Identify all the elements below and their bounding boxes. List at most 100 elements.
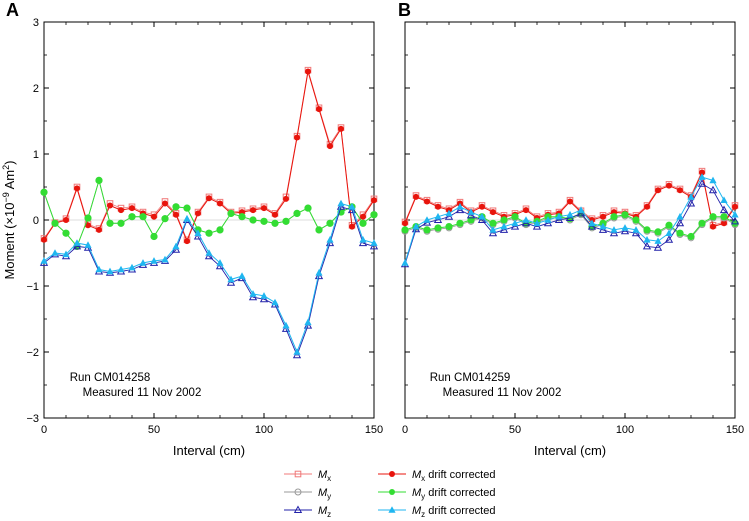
y-tick-label: 0 — [33, 215, 39, 227]
data-point-mz — [73, 239, 81, 246]
y-tick-label: −3 — [26, 413, 39, 425]
data-point-mx — [85, 222, 91, 229]
data-point-mz — [106, 267, 114, 275]
data-point-mz — [456, 203, 464, 210]
data-point-my — [106, 219, 114, 227]
data-point-my — [293, 209, 301, 217]
data-point-mz — [709, 176, 717, 184]
legend-entry-mz_raw: Mz — [284, 505, 331, 519]
data-point-mz — [183, 214, 191, 222]
data-point-mx — [151, 213, 157, 220]
data-point-mx — [413, 193, 419, 200]
data-point-mx — [424, 198, 430, 205]
data-point-mx — [118, 207, 124, 214]
data-point-mx — [96, 226, 102, 233]
data-point-my — [632, 216, 640, 224]
data-point-mz — [599, 222, 607, 230]
data-point-mz — [282, 321, 290, 329]
data-point-mx — [490, 209, 496, 216]
data-point-mz_raw — [653, 243, 663, 251]
data-point-mz — [489, 226, 497, 233]
data-point-mz — [315, 269, 323, 276]
data-point-mx — [250, 207, 256, 214]
data-point-mz — [423, 216, 431, 223]
panel-b-run-label: Run CM014259 — [430, 372, 511, 384]
panel-b-letter: B — [398, 0, 411, 20]
data-point-mx — [41, 236, 47, 243]
panel-a-x-axis-title: Interval (cm) — [173, 443, 245, 458]
x-tick-label: 100 — [616, 424, 634, 436]
data-point-mz — [172, 242, 180, 250]
data-point-my — [183, 204, 191, 212]
data-point-mz_raw — [697, 179, 707, 187]
panel-a-measured-label: Measured 11 Nov 2002 — [83, 387, 202, 399]
series-mz — [401, 173, 739, 266]
data-point-my — [326, 219, 334, 227]
data-point-my — [511, 213, 519, 221]
data-point-mz — [304, 318, 312, 326]
data-point-mz — [227, 275, 235, 283]
legend-marker — [389, 471, 395, 477]
data-point-mx — [666, 182, 672, 189]
data-point-mx — [732, 203, 738, 210]
legend-label: Mz — [318, 505, 331, 519]
data-point-mx — [523, 207, 529, 214]
data-point-my — [172, 203, 180, 211]
y-tick-label: 3 — [33, 17, 39, 29]
data-point-mx — [655, 187, 661, 194]
data-point-my — [370, 211, 378, 219]
x-tick-label: 0 — [402, 424, 408, 436]
data-point-mz — [62, 250, 70, 258]
x-tick-label: 50 — [148, 424, 160, 436]
data-point-mz — [522, 216, 530, 223]
data-point-mx — [63, 217, 69, 223]
x-tick-label: 100 — [255, 424, 273, 436]
legend-marker — [294, 488, 302, 496]
series-mz — [40, 199, 378, 355]
data-point-mz — [117, 265, 125, 273]
y-tick-label: 2 — [33, 83, 39, 95]
data-point-mx — [371, 197, 377, 204]
data-point-mz — [128, 263, 136, 271]
data-point-mz — [445, 209, 453, 217]
data-point-my — [709, 213, 717, 221]
data-point-my — [456, 219, 464, 227]
data-point-mz — [621, 224, 629, 231]
y-tick-label: −1 — [26, 281, 39, 293]
data-point-mz — [95, 265, 103, 273]
data-point-my — [282, 217, 290, 225]
data-point-my — [500, 216, 508, 224]
data-point-mz — [194, 229, 202, 236]
data-point-mz — [544, 216, 552, 223]
panel-b-x-axis-title: Interval (cm) — [534, 443, 606, 458]
data-point-mx — [173, 211, 179, 218]
data-point-mz — [665, 229, 673, 236]
data-point-my — [260, 217, 268, 225]
data-point-mx — [402, 220, 408, 227]
data-point-my — [84, 214, 92, 222]
data-point-my — [117, 219, 125, 227]
data-point-mz — [500, 222, 508, 230]
data-point-mz_raw — [708, 185, 718, 194]
data-point-mx — [283, 195, 289, 202]
data-point-my — [698, 219, 706, 227]
data-point-mz_raw — [730, 216, 740, 225]
legend-entry-mx_raw: Mx — [284, 469, 331, 483]
data-point-mz — [588, 219, 596, 227]
data-point-mz — [720, 196, 728, 203]
panel-b-measured-label: Measured 11 Nov 2002 — [443, 387, 562, 399]
legend-entry-my_raw: My — [284, 487, 331, 501]
legend-entry-my: My drift corrected — [378, 487, 495, 501]
data-point-my — [676, 229, 684, 237]
x-tick-label: 150 — [726, 424, 744, 436]
data-point-mz — [249, 290, 257, 297]
panel-a-letter: A — [6, 0, 19, 20]
data-point-mx — [305, 68, 311, 75]
y-tick-label: 1 — [33, 149, 39, 161]
data-point-mz_raw — [719, 205, 729, 214]
data-point-mx — [217, 200, 223, 207]
data-point-mz — [687, 193, 695, 200]
legend-marker — [293, 505, 303, 513]
x-tick-label: 0 — [41, 424, 47, 436]
